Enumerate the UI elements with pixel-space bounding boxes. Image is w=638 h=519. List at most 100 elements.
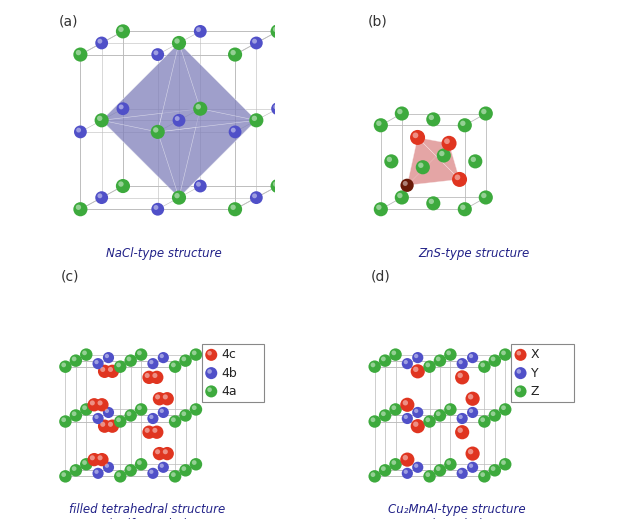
Circle shape: [411, 419, 425, 433]
Circle shape: [423, 360, 436, 373]
Circle shape: [196, 104, 201, 110]
Circle shape: [147, 413, 158, 424]
Circle shape: [271, 102, 284, 115]
Circle shape: [71, 357, 77, 361]
Circle shape: [145, 428, 150, 433]
Circle shape: [517, 387, 521, 392]
Circle shape: [93, 358, 103, 369]
Circle shape: [273, 26, 278, 32]
Circle shape: [457, 202, 472, 216]
Circle shape: [108, 422, 113, 427]
Circle shape: [154, 50, 158, 55]
Circle shape: [426, 196, 440, 210]
Circle shape: [189, 348, 202, 361]
Circle shape: [441, 136, 457, 151]
Circle shape: [94, 113, 108, 127]
Circle shape: [371, 417, 375, 422]
Text: ZnS-type structure: ZnS-type structure: [418, 247, 530, 260]
Circle shape: [400, 398, 415, 412]
Circle shape: [413, 132, 419, 138]
Circle shape: [181, 466, 186, 471]
Circle shape: [73, 48, 87, 62]
Circle shape: [142, 426, 156, 439]
Circle shape: [444, 348, 457, 361]
Circle shape: [389, 348, 402, 361]
Circle shape: [205, 367, 218, 379]
Circle shape: [151, 48, 164, 61]
Circle shape: [114, 360, 126, 373]
Circle shape: [404, 470, 408, 474]
Circle shape: [499, 348, 512, 361]
Circle shape: [174, 38, 180, 44]
Circle shape: [179, 354, 192, 367]
Text: (a): (a): [58, 15, 78, 29]
Circle shape: [379, 409, 391, 422]
Circle shape: [392, 405, 396, 410]
Circle shape: [118, 26, 124, 32]
Circle shape: [397, 193, 403, 198]
Circle shape: [469, 409, 473, 413]
Circle shape: [192, 350, 197, 355]
Circle shape: [169, 415, 181, 428]
Circle shape: [381, 412, 386, 416]
Circle shape: [106, 365, 119, 378]
Circle shape: [196, 27, 201, 32]
Circle shape: [194, 180, 207, 193]
Circle shape: [392, 460, 396, 465]
Circle shape: [145, 373, 150, 378]
Circle shape: [103, 462, 114, 473]
Circle shape: [61, 417, 66, 422]
Circle shape: [403, 455, 408, 460]
Circle shape: [100, 422, 105, 427]
Circle shape: [173, 114, 186, 127]
Circle shape: [98, 400, 103, 405]
Circle shape: [71, 412, 77, 416]
Circle shape: [147, 468, 158, 479]
Polygon shape: [407, 143, 459, 185]
Circle shape: [137, 460, 142, 465]
Circle shape: [105, 354, 109, 358]
Circle shape: [517, 351, 521, 356]
Circle shape: [402, 358, 413, 369]
Circle shape: [412, 462, 424, 473]
Circle shape: [468, 449, 473, 454]
Circle shape: [379, 354, 391, 367]
Circle shape: [70, 354, 82, 367]
Circle shape: [426, 363, 430, 367]
Circle shape: [228, 202, 242, 216]
Circle shape: [379, 464, 391, 476]
Circle shape: [457, 428, 463, 433]
Circle shape: [413, 421, 419, 427]
Circle shape: [171, 417, 175, 422]
Circle shape: [61, 472, 66, 477]
Circle shape: [252, 39, 257, 44]
Text: filled tetrahedral structure
(Half-Heusler): filled tetrahedral structure (Half-Heusl…: [69, 503, 225, 519]
Circle shape: [98, 419, 111, 433]
Circle shape: [457, 358, 468, 369]
Circle shape: [501, 405, 506, 410]
Circle shape: [369, 415, 381, 428]
Circle shape: [384, 154, 398, 169]
Text: X: X: [531, 348, 539, 361]
Circle shape: [489, 354, 501, 367]
Circle shape: [106, 419, 119, 433]
Circle shape: [154, 205, 158, 210]
Circle shape: [82, 460, 87, 465]
Circle shape: [114, 470, 126, 483]
Circle shape: [411, 364, 425, 378]
Circle shape: [116, 472, 121, 477]
Circle shape: [480, 363, 485, 367]
Circle shape: [374, 118, 388, 132]
Circle shape: [466, 392, 480, 406]
Circle shape: [194, 25, 207, 38]
Circle shape: [74, 126, 87, 138]
Polygon shape: [101, 43, 200, 120]
Text: 4a: 4a: [221, 385, 237, 398]
Circle shape: [93, 413, 103, 424]
Text: Cu₂MnAl-type structure
(Heusler): Cu₂MnAl-type structure (Heusler): [388, 503, 525, 519]
Circle shape: [250, 36, 263, 49]
Circle shape: [175, 116, 180, 121]
Circle shape: [376, 120, 382, 126]
Circle shape: [400, 453, 415, 467]
Circle shape: [374, 202, 388, 216]
